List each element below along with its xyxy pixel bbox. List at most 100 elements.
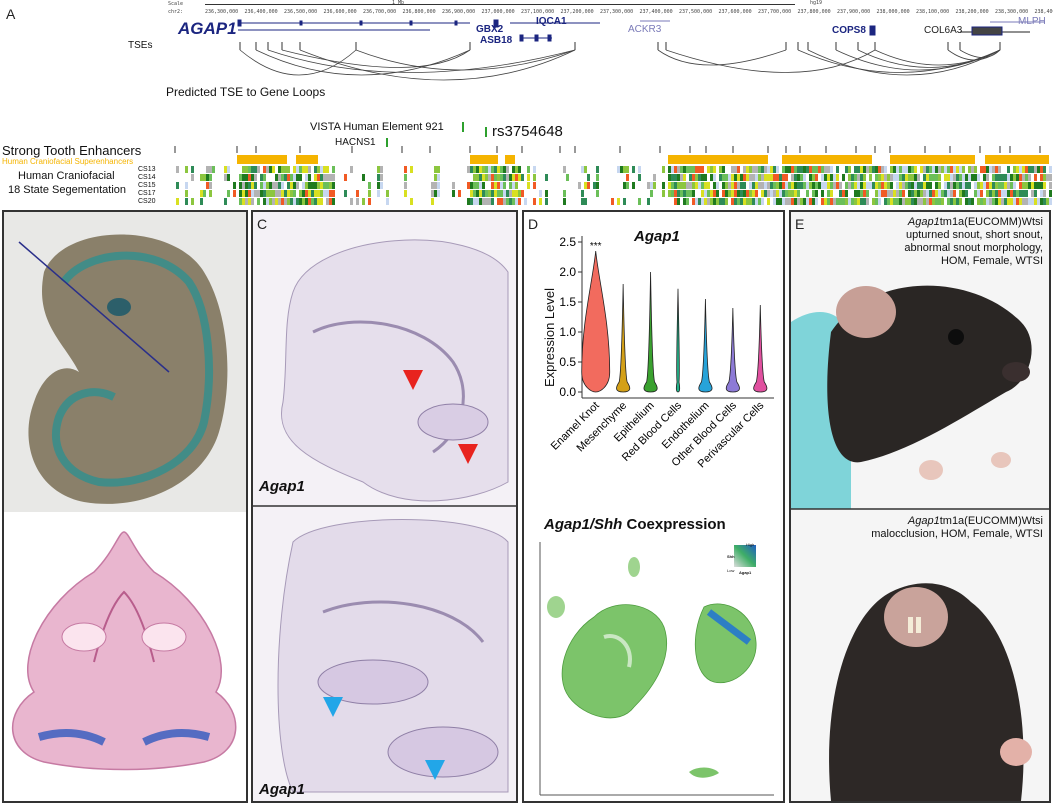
- bottom-caption-gene: Agap1: [907, 515, 940, 527]
- segmentation-cell: [773, 190, 776, 197]
- segmentation-cell: [1013, 166, 1016, 173]
- segmentation-cell: [800, 198, 803, 205]
- segmentation-cell: [500, 166, 503, 173]
- segmentation-cell: [1025, 182, 1028, 189]
- segmentation-cell: [302, 190, 305, 197]
- segmentation-cell: [317, 190, 320, 197]
- segmentation-cell: [944, 166, 947, 173]
- bottom-caption-line2: malocclusion, HOM, Female, WTSI: [871, 528, 1043, 540]
- segmentation-cell: [785, 182, 788, 189]
- segmentation-cell: [734, 190, 737, 197]
- segmentation-cell: [701, 174, 704, 181]
- segmentation-cell: [830, 190, 833, 197]
- segmentation-cell: [884, 182, 887, 189]
- segmentation-cell: [866, 190, 869, 197]
- segmentation-cell: [764, 166, 767, 173]
- segmentation-cell: [833, 198, 836, 205]
- segmentation-cell: [581, 190, 584, 197]
- segmentation-cell: [776, 174, 779, 181]
- segmentation-cell: [533, 174, 536, 181]
- segmentation-cell: [827, 190, 830, 197]
- segmentation-cell: [911, 166, 914, 173]
- segmentation-cell: [662, 166, 665, 173]
- segmentation-cell: [944, 190, 947, 197]
- segmentation-cell: [248, 174, 251, 181]
- segmentation-cell: [290, 190, 293, 197]
- segmentation-cell: [956, 166, 959, 173]
- gene-ackr3: ACKR3: [628, 24, 662, 35]
- segmentation-cell: [650, 182, 653, 189]
- segmentation-cell: [473, 166, 476, 173]
- segmentation-cell: [953, 182, 956, 189]
- segmentation-cell: [767, 166, 770, 173]
- segmentation-cell: [1037, 182, 1040, 189]
- segmentation-cell: [470, 166, 473, 173]
- segmentation-cell: [761, 166, 764, 173]
- segmentation-cell: [485, 174, 488, 181]
- segmentation-cell: [404, 190, 407, 197]
- segmentation-cell: [584, 166, 587, 173]
- segmentation-cell: [290, 182, 293, 189]
- segmentation-cell: [899, 166, 902, 173]
- segmentation-cell: [275, 198, 278, 205]
- segmentation-cell: [437, 174, 440, 181]
- segmentation-cell: [287, 198, 290, 205]
- segmentation-cell: [797, 166, 800, 173]
- segmentation-cell: [1007, 174, 1010, 181]
- segmentation-cell: [596, 182, 599, 189]
- segmentation-cell: [839, 190, 842, 197]
- segmentation-cell: [980, 198, 983, 205]
- segmentation-cell: [305, 166, 308, 173]
- segmentation-cell: [917, 190, 920, 197]
- segmentation-cell: [209, 182, 212, 189]
- segmentation-cell: [239, 190, 242, 197]
- segmentation-cell: [890, 174, 893, 181]
- segmentation-cell: [776, 190, 779, 197]
- segmentation-cell: [1013, 174, 1016, 181]
- segmentation-cell: [752, 166, 755, 173]
- segmentation-cell: [701, 190, 704, 197]
- segmentation-cell: [1022, 190, 1025, 197]
- coordinate-tick: 237,100,000: [521, 9, 555, 15]
- segmentation-cell: [956, 182, 959, 189]
- segmentation-cell: [794, 198, 797, 205]
- segmentation-cell: [263, 198, 266, 205]
- segmentation-cell: [806, 198, 809, 205]
- segmentation-cell: [770, 174, 773, 181]
- segmentation-cell: [737, 174, 740, 181]
- segmentation-cell: [356, 198, 359, 205]
- segmentation-cell: [896, 190, 899, 197]
- segmentation-cell: [647, 198, 650, 205]
- top-caption-line3: abnormal snout morphology,: [904, 242, 1043, 254]
- segmentation-cell: [290, 198, 293, 205]
- segmentation-cell: [968, 166, 971, 173]
- segmentation-cell: [719, 198, 722, 205]
- segmentation-cell: [890, 166, 893, 173]
- segmentation-cell: [242, 190, 245, 197]
- segmentation-cell: [1001, 182, 1004, 189]
- segmentation-cell: [824, 198, 827, 205]
- segmentation-cell: [890, 198, 893, 205]
- segmentation-cell: [239, 174, 242, 181]
- segmentation-cell: [1028, 182, 1031, 189]
- segmentation-cell: [815, 182, 818, 189]
- segmentation-cell: [845, 166, 848, 173]
- segmentation-cell: [794, 182, 797, 189]
- segmentation-cell: [308, 198, 311, 205]
- segmentation-cell: [908, 166, 911, 173]
- segmentation-cell: [497, 174, 500, 181]
- segmentation-cell: [266, 182, 269, 189]
- coordinate-tick: 237,300,000: [600, 9, 634, 15]
- segmentation-cell: [809, 198, 812, 205]
- segmentation-cell: [1007, 190, 1010, 197]
- red-arrowhead-1: [403, 370, 423, 390]
- segmentation-cell: [779, 182, 782, 189]
- segmentation-cell: [971, 166, 974, 173]
- segmentation-cell: [1010, 190, 1013, 197]
- segmentation-cell: [1049, 190, 1052, 197]
- strong-enhancers-label: Strong Tooth Enhancers: [2, 143, 142, 158]
- segmentation-cell: [803, 174, 806, 181]
- segmentation-cell: [626, 166, 629, 173]
- segmentation-cell: [923, 166, 926, 173]
- coexp-title-rest: Coexpression: [622, 516, 726, 533]
